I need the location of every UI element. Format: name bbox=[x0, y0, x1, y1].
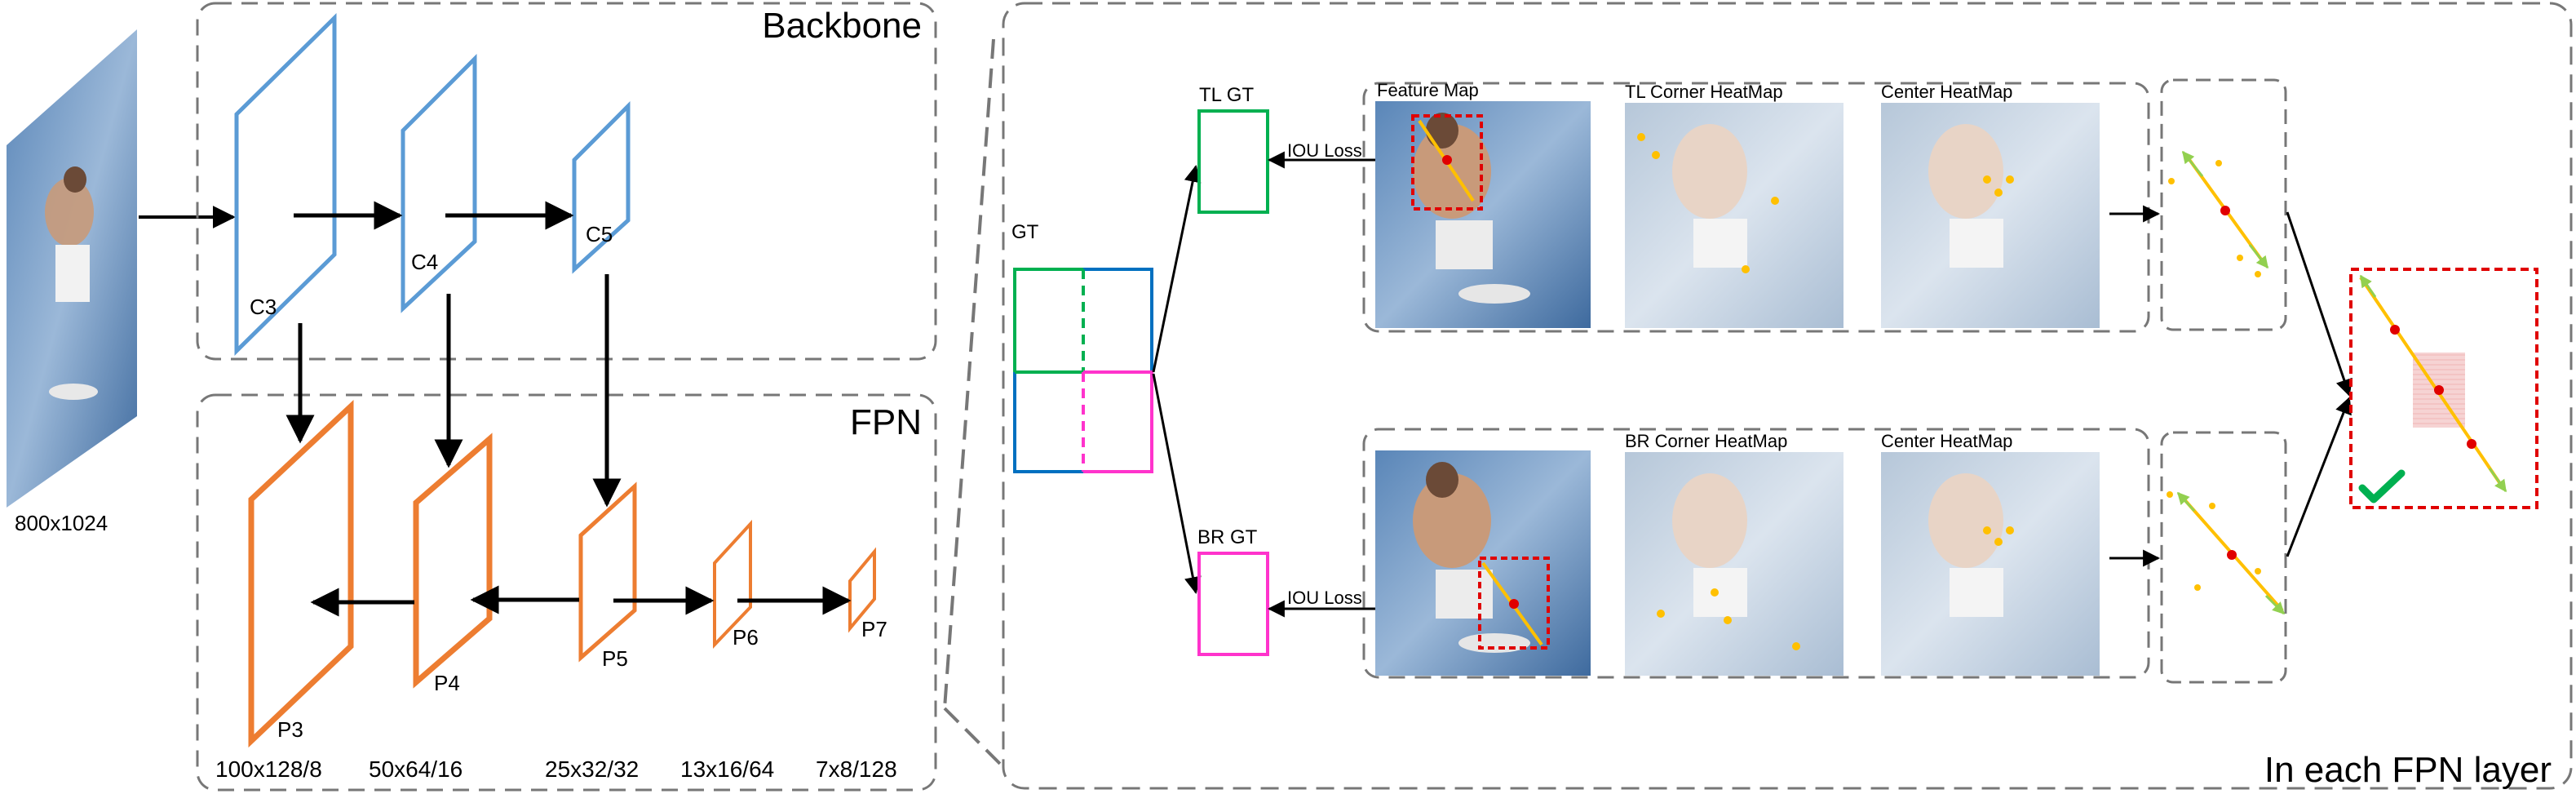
fpn-layer-detail-title: In each FPN layer bbox=[2264, 750, 2552, 790]
top-result-keypoints bbox=[2168, 150, 2269, 277]
fpn-label-p4: P4 bbox=[434, 671, 460, 695]
backbone-plane-c4 bbox=[401, 53, 477, 313]
iou-loss-top-label: IOU Loss bbox=[1287, 140, 1362, 161]
fpn-plane-p4 bbox=[413, 432, 493, 689]
fpn-label-p3: P3 bbox=[277, 717, 303, 742]
fpn-plane-p6 bbox=[713, 519, 752, 649]
fpn-size-p5: 25x32/32 bbox=[545, 756, 639, 782]
backbone-plane-c5 bbox=[572, 100, 631, 274]
fpn-box bbox=[196, 393, 937, 792]
check-icon bbox=[2358, 469, 2406, 503]
fpn-layer-detail-box bbox=[1002, 2, 2573, 790]
input-size-label: 800x1024 bbox=[15, 511, 108, 535]
tl-corner-heatmap bbox=[1625, 103, 1843, 328]
arrow-top-merge bbox=[2286, 211, 2352, 397]
backbone-label-c5: C5 bbox=[586, 222, 613, 246]
final-detection-content bbox=[2359, 274, 2507, 493]
gt-label: GT bbox=[1011, 221, 1039, 243]
backbone-title: Backbone bbox=[762, 6, 922, 46]
zoom-connector-top bbox=[943, 38, 995, 709]
input-image bbox=[7, 29, 137, 508]
br-gt-label: BR GT bbox=[1197, 526, 1258, 548]
backbone-plane-c3 bbox=[234, 13, 337, 356]
bottom-map-title-center: Center HeatMap bbox=[1881, 431, 2012, 451]
fpn-plane-p3 bbox=[248, 399, 354, 748]
backbone-box bbox=[196, 2, 937, 361]
br-gt-box bbox=[1197, 552, 1269, 656]
top-map-title-feature: Feature Map bbox=[1377, 80, 1479, 100]
top-result-box bbox=[2160, 78, 2287, 331]
fpn-size-p7: 7x8/128 bbox=[816, 756, 897, 782]
fpn-plane-p5 bbox=[578, 481, 637, 663]
arrow-gt-tl bbox=[1152, 164, 1202, 373]
bottom-result-keypoints bbox=[2167, 491, 2286, 615]
arrow-gt-br bbox=[1152, 373, 1202, 595]
tl-gt-box bbox=[1197, 109, 1269, 214]
backbone-label-c4: C4 bbox=[411, 250, 438, 274]
fpn-size-p4: 50x64/16 bbox=[369, 756, 463, 782]
fpn-size-p3: 100x128/8 bbox=[215, 756, 322, 782]
fpn-label-p7: P7 bbox=[861, 617, 887, 641]
tl-gt-label: TL GT bbox=[1199, 84, 1254, 106]
gt-box bbox=[1013, 268, 1153, 473]
center-heatmap-bottom bbox=[1881, 452, 2100, 676]
fpn-title: FPN bbox=[850, 402, 922, 442]
arrow-bottom-merge bbox=[2286, 397, 2352, 557]
bottom-map-title-br: BR Corner HeatMap bbox=[1625, 431, 1787, 451]
fpn-label-p6: P6 bbox=[733, 625, 759, 650]
fpn-label-p5: P5 bbox=[602, 646, 628, 671]
feature-map-top bbox=[1375, 101, 1591, 328]
feature-map-bottom bbox=[1375, 450, 1591, 676]
top-map-title-center: Center HeatMap bbox=[1881, 82, 2012, 102]
zoom-connector-bottom bbox=[943, 707, 1003, 767]
backbone-label-c3: C3 bbox=[250, 295, 277, 319]
final-detection-box bbox=[2349, 268, 2538, 509]
top-map-title-tl: TL Corner HeatMap bbox=[1625, 82, 1783, 102]
fpn-size-p6: 13x16/64 bbox=[680, 756, 774, 782]
bottom-result-box bbox=[2160, 431, 2287, 684]
br-corner-heatmap bbox=[1625, 452, 1843, 676]
center-heatmap-top bbox=[1881, 103, 2100, 328]
iou-loss-bottom-label: IOU Loss bbox=[1287, 588, 1362, 608]
